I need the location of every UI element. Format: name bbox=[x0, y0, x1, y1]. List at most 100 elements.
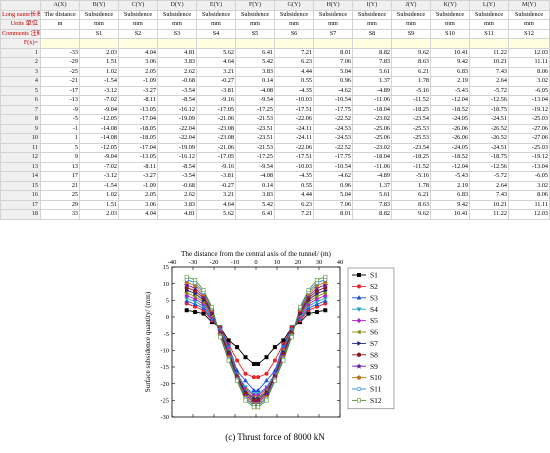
data-cell[interactable]: -29 bbox=[40, 57, 80, 68]
data-cell[interactable]: -19.09 bbox=[157, 114, 197, 125]
data-cell[interactable]: 2.62 bbox=[157, 66, 197, 77]
data-cell[interactable]: -12.05 bbox=[79, 114, 119, 125]
data-cell[interactable]: 7.06 bbox=[313, 199, 353, 210]
data-cell[interactable]: -18.25 bbox=[391, 152, 431, 163]
data-cell[interactable]: -18.75 bbox=[469, 152, 509, 163]
data-cell[interactable]: 2.19 bbox=[430, 180, 470, 191]
row-number[interactable]: 8 bbox=[0, 114, 41, 125]
meta-cell[interactable]: mm bbox=[508, 19, 550, 30]
column-header[interactable] bbox=[0, 0, 41, 11]
data-cell[interactable]: 3.83 bbox=[235, 66, 275, 77]
data-cell[interactable]: -9 bbox=[40, 104, 80, 115]
data-cell[interactable]: -1.09 bbox=[118, 76, 158, 87]
data-cell[interactable]: -4.62 bbox=[313, 85, 353, 96]
data-cell[interactable]: 3.21 bbox=[196, 190, 236, 201]
row-number[interactable]: 14 bbox=[0, 171, 41, 182]
data-cell[interactable]: -26.06 bbox=[430, 133, 470, 144]
data-cell[interactable]: -17.25 bbox=[235, 104, 275, 115]
meta-cell[interactable]: mm bbox=[79, 19, 119, 30]
data-cell[interactable]: 6.21 bbox=[391, 190, 431, 201]
data-cell[interactable]: 1.02 bbox=[79, 190, 119, 201]
data-cell[interactable]: -7.02 bbox=[79, 95, 119, 106]
data-cell[interactable]: -18.52 bbox=[430, 104, 470, 115]
data-cell[interactable]: -9.16 bbox=[196, 161, 236, 172]
data-cell[interactable]: -3.81 bbox=[196, 85, 236, 96]
data-cell[interactable]: 4.81 bbox=[157, 47, 197, 58]
data-cell[interactable]: 3.21 bbox=[196, 66, 236, 77]
data-cell[interactable]: 5 bbox=[40, 142, 80, 153]
data-cell[interactable]: -22.06 bbox=[274, 142, 314, 153]
data-cell[interactable]: -25.03 bbox=[508, 142, 550, 153]
data-cell[interactable]: -24.51 bbox=[469, 142, 509, 153]
data-cell[interactable]: 0.55 bbox=[274, 76, 314, 87]
data-cell[interactable]: -3.27 bbox=[118, 171, 158, 182]
data-cell[interactable]: -4.08 bbox=[235, 85, 275, 96]
data-cell[interactable]: 6.41 bbox=[235, 209, 275, 220]
meta-cell[interactable]: S3 bbox=[157, 28, 197, 39]
data-cell[interactable]: -4.89 bbox=[352, 85, 392, 96]
data-cell[interactable]: 1 bbox=[40, 133, 80, 144]
data-cell[interactable]: 7.21 bbox=[274, 209, 314, 220]
data-cell[interactable]: 2.05 bbox=[118, 190, 158, 201]
data-cell[interactable]: -17 bbox=[40, 85, 80, 96]
data-cell[interactable]: -8.54 bbox=[157, 95, 197, 106]
meta-cell[interactable]: mm bbox=[274, 19, 314, 30]
row-number[interactable]: 17 bbox=[0, 199, 41, 210]
data-cell[interactable]: -22.04 bbox=[157, 123, 197, 134]
data-cell[interactable]: -8.54 bbox=[157, 161, 197, 172]
data-cell[interactable]: 7.83 bbox=[352, 199, 392, 210]
data-cell[interactable]: -9.54 bbox=[235, 161, 275, 172]
data-cell[interactable]: -5.72 bbox=[469, 171, 509, 182]
data-cell[interactable]: -23.51 bbox=[235, 133, 275, 144]
meta-cell[interactable]: S9 bbox=[391, 28, 431, 39]
row-number[interactable]: 13 bbox=[0, 161, 41, 172]
data-cell[interactable]: -24.53 bbox=[313, 133, 353, 144]
meta-cell[interactable]: S4 bbox=[196, 28, 236, 39]
data-cell[interactable]: 8.63 bbox=[391, 57, 431, 68]
data-cell[interactable]: -24.51 bbox=[469, 114, 509, 125]
data-cell[interactable]: -23.02 bbox=[352, 114, 392, 125]
meta-cell[interactable] bbox=[118, 38, 158, 49]
data-cell[interactable]: 10.21 bbox=[469, 199, 509, 210]
data-cell[interactable]: 4.81 bbox=[157, 209, 197, 220]
data-cell[interactable]: 1.78 bbox=[391, 180, 431, 191]
data-cell[interactable]: -13 bbox=[40, 95, 80, 106]
meta-cell[interactable]: Subsidence bbox=[274, 9, 314, 20]
data-cell[interactable]: 5.04 bbox=[313, 190, 353, 201]
data-cell[interactable]: -12.56 bbox=[469, 95, 509, 106]
data-cell[interactable]: -3.54 bbox=[157, 85, 197, 96]
data-cell[interactable]: -17.75 bbox=[313, 152, 353, 163]
column-header[interactable]: L(Y) bbox=[469, 0, 509, 11]
column-header[interactable]: M(Y) bbox=[508, 0, 550, 11]
data-cell[interactable]: -1 bbox=[40, 123, 80, 134]
data-cell[interactable]: -18.52 bbox=[430, 152, 470, 163]
data-cell[interactable]: -0.27 bbox=[196, 76, 236, 87]
data-cell[interactable]: 1.78 bbox=[391, 76, 431, 87]
data-cell[interactable]: 6.83 bbox=[430, 190, 470, 201]
data-cell[interactable]: -9.04 bbox=[79, 152, 119, 163]
data-cell[interactable]: 0.14 bbox=[235, 76, 275, 87]
data-cell[interactable]: -10.54 bbox=[313, 95, 353, 106]
data-cell[interactable]: 1.37 bbox=[352, 76, 392, 87]
data-cell[interactable]: -21.53 bbox=[235, 142, 275, 153]
row-number[interactable]: 11 bbox=[0, 142, 41, 153]
data-cell[interactable]: 9.42 bbox=[430, 57, 470, 68]
meta-cell[interactable] bbox=[391, 38, 431, 49]
data-cell[interactable]: -4.35 bbox=[274, 85, 314, 96]
data-cell[interactable]: -0.68 bbox=[157, 76, 197, 87]
meta-row-label[interactable]: Comments 注释 bbox=[0, 28, 41, 39]
data-cell[interactable]: -18.04 bbox=[352, 152, 392, 163]
data-cell[interactable]: 1.51 bbox=[79, 199, 119, 210]
meta-cell[interactable] bbox=[274, 38, 314, 49]
data-cell[interactable]: 11.11 bbox=[508, 199, 550, 210]
data-cell[interactable]: -13.05 bbox=[118, 104, 158, 115]
data-cell[interactable]: -17.05 bbox=[196, 104, 236, 115]
data-cell[interactable]: 0.96 bbox=[313, 76, 353, 87]
data-cell[interactable]: -10.03 bbox=[274, 161, 314, 172]
meta-cell[interactable]: mm bbox=[235, 19, 275, 30]
meta-cell[interactable]: mm bbox=[469, 19, 509, 30]
data-cell[interactable]: 4.64 bbox=[196, 57, 236, 68]
data-cell[interactable]: 5.42 bbox=[235, 199, 275, 210]
column-header[interactable]: K(Y) bbox=[430, 0, 470, 11]
data-cell[interactable]: -25.53 bbox=[391, 123, 431, 134]
